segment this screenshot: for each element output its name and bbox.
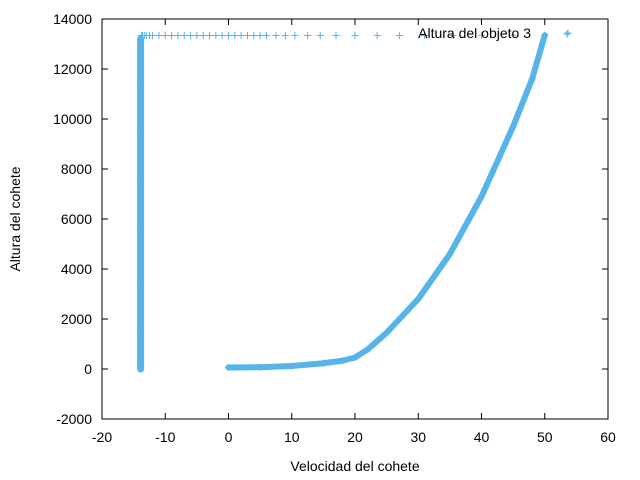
- data-point: [338, 357, 346, 365]
- series-band-ascent: [225, 32, 548, 371]
- y-tick-label: 10000: [53, 111, 92, 127]
- data-point: [218, 32, 226, 39]
- data-point: [319, 359, 327, 367]
- data-point: [137, 78, 145, 85]
- data-point: [383, 329, 391, 337]
- data-point: [395, 32, 403, 39]
- x-tick-label: 60: [600, 429, 616, 445]
- data-point: [414, 295, 422, 303]
- data-point: [509, 31, 517, 39]
- data-point: [332, 32, 340, 39]
- data-point: [364, 346, 372, 353]
- x-tick-label: -10: [155, 429, 175, 445]
- data-point: [174, 32, 182, 39]
- data-point: [237, 32, 245, 39]
- data-point: [187, 32, 195, 39]
- data-point: [449, 32, 457, 39]
- y-tick-label: 0: [84, 361, 92, 377]
- data-point: [291, 32, 299, 39]
- data-point: [563, 30, 571, 38]
- data-point: [137, 328, 145, 335]
- x-ticks: -20 -10 0 10 20 30 40 50 60: [92, 19, 616, 445]
- data-point: [137, 365, 145, 373]
- data-point: [155, 32, 163, 39]
- x-tick-label: 40: [474, 429, 490, 445]
- data-point: [541, 31, 549, 39]
- data-point: [168, 32, 176, 39]
- data-point: [161, 32, 169, 39]
- data-point: [509, 123, 517, 130]
- data-point: [256, 363, 264, 371]
- y-tick-label: 6000: [61, 211, 92, 227]
- data-point: [225, 32, 232, 39]
- data-point: [288, 362, 296, 370]
- legend-entry-label: Altura del objeto 3: [418, 25, 531, 41]
- data-point: [193, 32, 201, 39]
- data-point: [137, 178, 145, 185]
- data-point: [137, 35, 145, 43]
- x-tick-label: 20: [347, 429, 363, 445]
- y-ticks: -2000 0 2000 4000 6000 8000 10000 12000 14000: [53, 11, 608, 427]
- data-points: [137, 30, 571, 373]
- data-point: [373, 32, 381, 39]
- x-tick-label: -20: [92, 429, 112, 445]
- data-point: [243, 32, 251, 39]
- data-point: [478, 193, 485, 200]
- data-point: [304, 32, 312, 39]
- data-point: [272, 32, 280, 39]
- data-point: [421, 32, 429, 39]
- data-point: [281, 32, 289, 39]
- legend-marker: [564, 29, 572, 37]
- data-point: [199, 32, 207, 39]
- data-point: [351, 32, 359, 39]
- data-point: [351, 354, 359, 361]
- legend: Altura del objeto 3: [418, 25, 572, 41]
- y-tick-label: 4000: [61, 261, 92, 277]
- data-point: [180, 32, 188, 39]
- data-point: [137, 128, 145, 135]
- data-point: [225, 364, 232, 371]
- data-point: [137, 228, 145, 235]
- x-tick-label: 30: [410, 429, 426, 445]
- y-tick-label: 14000: [53, 11, 92, 27]
- data-point: [256, 32, 264, 39]
- legend-marker-plus: [564, 29, 572, 37]
- data-point: [528, 75, 536, 83]
- data-point: [446, 250, 454, 258]
- x-tick-label: 0: [225, 429, 233, 445]
- data-point: [478, 31, 485, 39]
- data-point: [206, 32, 214, 39]
- data-point: [231, 32, 239, 39]
- y-tick-label: 12000: [53, 61, 92, 77]
- data-point: [316, 32, 324, 39]
- x-tick-label: 50: [537, 429, 553, 445]
- data-point: [262, 32, 270, 39]
- data-point: [137, 278, 145, 285]
- x-tick-label: 10: [284, 429, 300, 445]
- y-axis-label: Altura del cohete: [7, 166, 23, 271]
- data-point: [212, 32, 220, 39]
- data-point: [250, 32, 258, 39]
- y-tick-label: -2000: [56, 411, 92, 427]
- y-tick-label: 8000: [61, 161, 92, 177]
- x-axis-label: Velocidad del cohete: [290, 458, 419, 474]
- y-tick-label: 2000: [61, 311, 92, 327]
